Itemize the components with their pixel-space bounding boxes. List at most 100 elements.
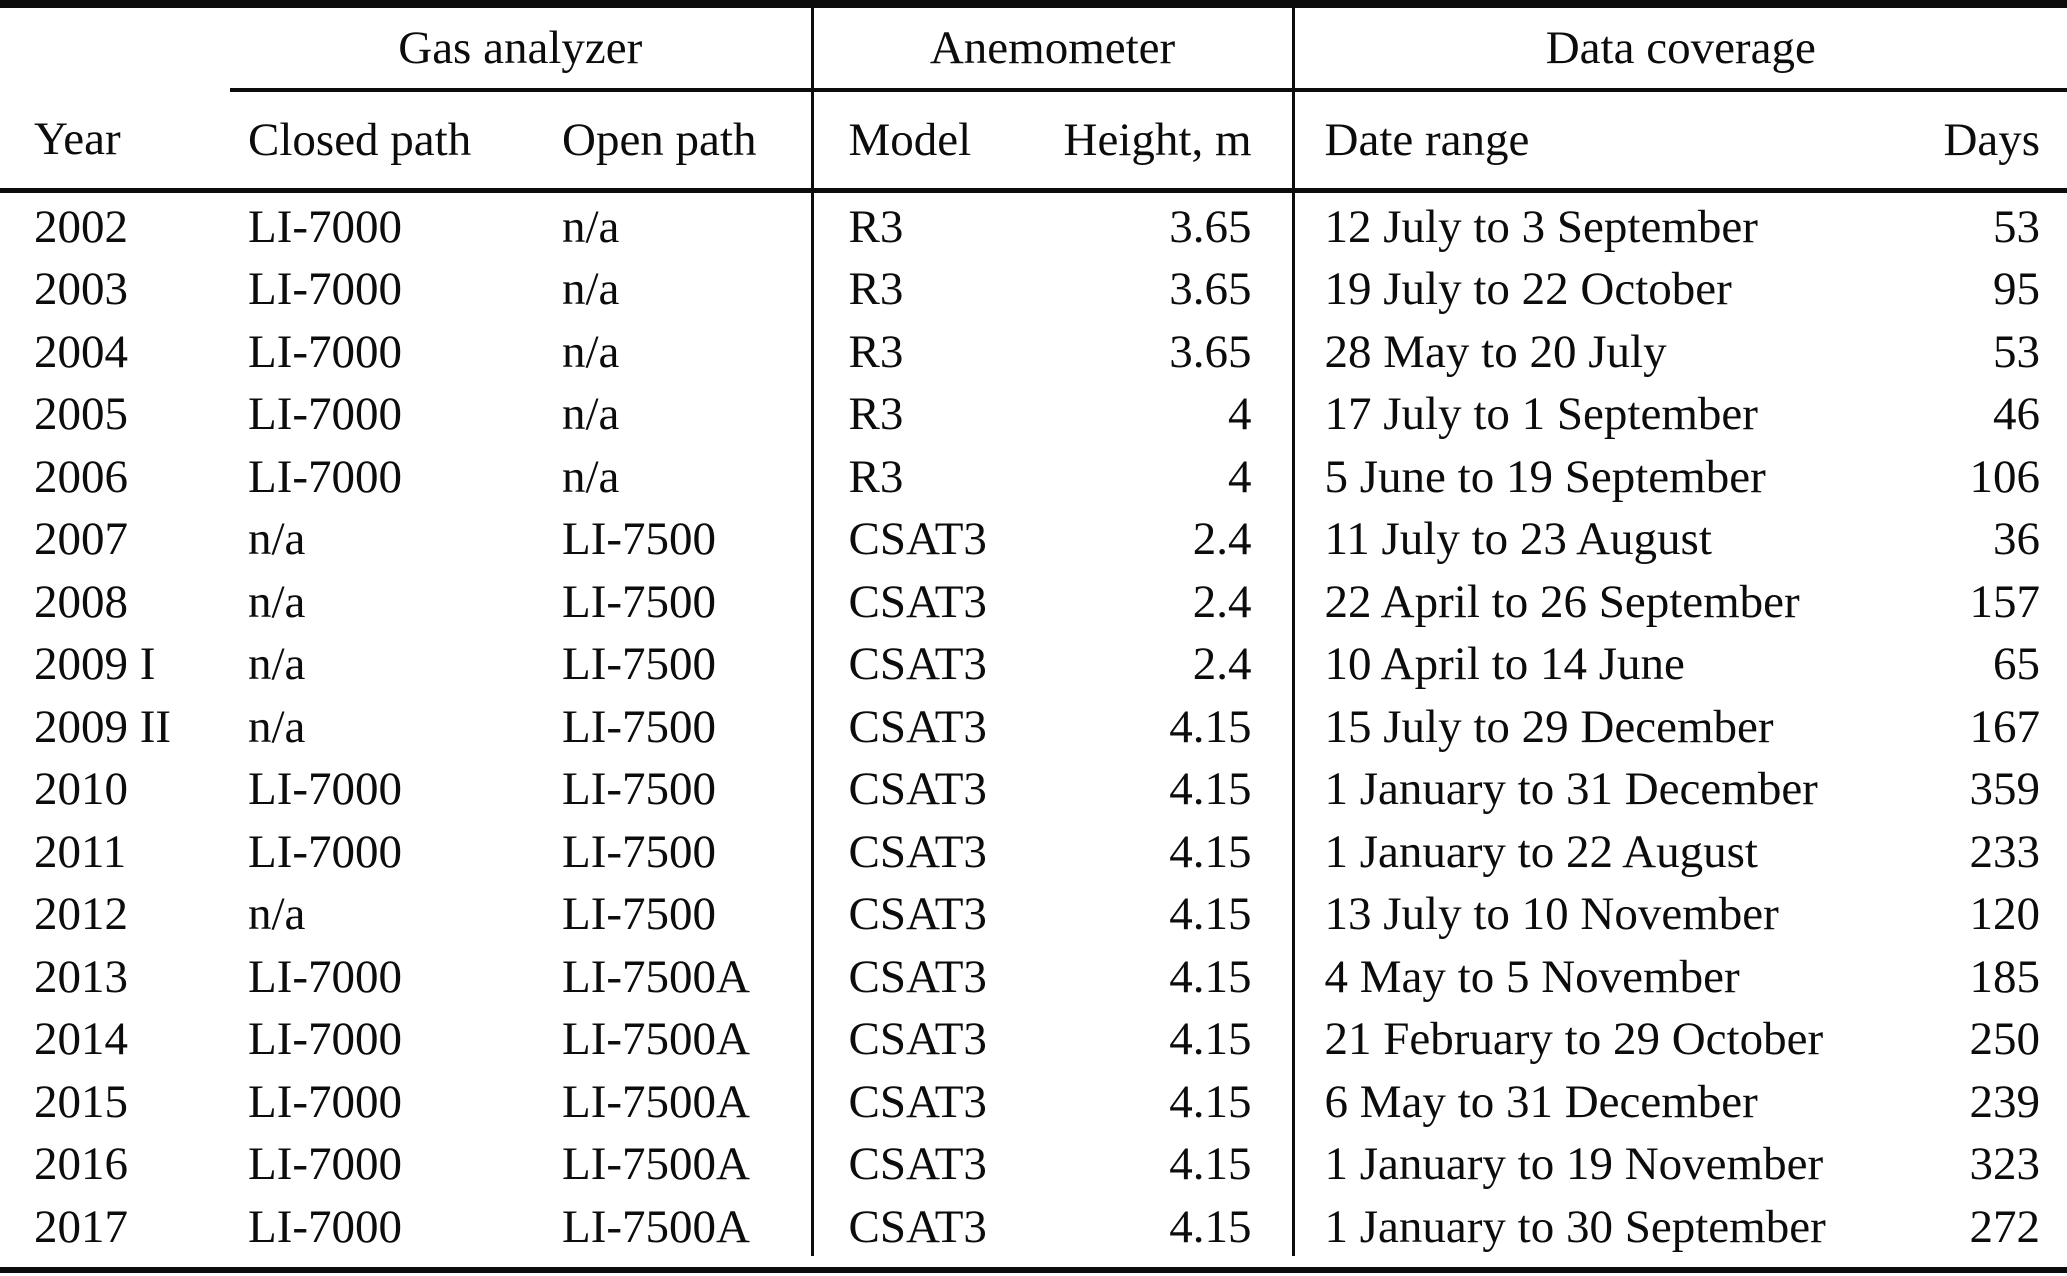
table-row: 2012 n/a LI-7500 CSAT3 4.15 13 July to 10 Nov… bbox=[0, 880, 2067, 943]
cell-closed-path: n/a bbox=[248, 638, 306, 691]
cell-model: CSAT3 bbox=[810, 1130, 1050, 1193]
cell-days: 46 bbox=[1993, 388, 2041, 441]
cell-height: 2.4 bbox=[1192, 638, 1252, 691]
cell-closed-path: LI-7000 bbox=[248, 450, 403, 503]
table-row: 2005 LI-7000 n/a R3 4 17 July to 1 September 4… bbox=[0, 380, 2067, 443]
table-row: 2007 n/a LI-7500 CSAT3 2.4 11 July to 23 Augu… bbox=[0, 505, 2067, 568]
cell-days: 185 bbox=[1969, 950, 2041, 1003]
column-header-closed-path: Closed path bbox=[230, 90, 542, 193]
cell-model: CSAT3 bbox=[810, 880, 1050, 943]
cell-model: CSAT3 bbox=[810, 505, 1050, 568]
table-row: 2017 LI-7000 LI-7500A CSAT3 4.15 1 January to… bbox=[0, 1193, 2067, 1256]
table-row: 2016 LI-7000 LI-7500A CSAT3 4.15 1 January to… bbox=[0, 1130, 2067, 1193]
cell-open-path: LI-7500 bbox=[562, 575, 717, 628]
cell-date-range: 28 May to 20 July bbox=[1291, 318, 1854, 381]
cell-height: 4.15 bbox=[1169, 950, 1252, 1003]
table-row: 2011 LI-7000 LI-7500 CSAT3 4.15 1 January to … bbox=[0, 818, 2067, 881]
cell-date-range: 22 April to 26 September bbox=[1291, 568, 1854, 631]
cell-date-range: 10 April to 14 June bbox=[1291, 630, 1854, 693]
table-row: 2009 II n/a LI-7500 CSAT3 4.15 15 July to 29 … bbox=[0, 693, 2067, 756]
cell-year: 2008 bbox=[34, 575, 128, 628]
cell-year: 2006 bbox=[34, 450, 128, 503]
cell-open-path: LI-7500A bbox=[562, 1075, 750, 1128]
cell-open-path: LI-7500A bbox=[562, 1013, 750, 1066]
cell-model: CSAT3 bbox=[810, 1005, 1050, 1068]
cell-year: 2012 bbox=[34, 888, 128, 941]
cell-date-range: 1 January to 31 December bbox=[1291, 755, 1854, 818]
cell-model: CSAT3 bbox=[810, 568, 1050, 631]
cell-height: 3.65 bbox=[1169, 325, 1252, 378]
column-header-year: Year bbox=[0, 90, 230, 193]
cell-height: 4.15 bbox=[1169, 1138, 1252, 1191]
cell-closed-path: LI-7000 bbox=[248, 1075, 403, 1128]
cell-days: 250 bbox=[1969, 1013, 2041, 1066]
cell-open-path: LI-7500A bbox=[562, 950, 750, 1003]
cell-closed-path: LI-7000 bbox=[248, 1200, 403, 1253]
cell-model: CSAT3 bbox=[810, 1068, 1050, 1131]
cell-days: 95 bbox=[1993, 263, 2041, 316]
cell-date-range: 12 July to 3 September bbox=[1291, 190, 1854, 256]
cell-date-range: 5 June to 19 September bbox=[1291, 443, 1854, 506]
cell-date-range: 1 January to 22 August bbox=[1291, 818, 1854, 881]
cell-days: 65 bbox=[1993, 638, 2041, 691]
cell-open-path: n/a bbox=[562, 450, 620, 503]
table-row: 2014 LI-7000 LI-7500A CSAT3 4.15 21 February … bbox=[0, 1005, 2067, 1068]
cell-model: CSAT3 bbox=[810, 630, 1050, 693]
cell-model: R3 bbox=[810, 443, 1050, 506]
cell-year: 2013 bbox=[34, 950, 128, 1003]
cell-model: R3 bbox=[810, 318, 1050, 381]
cell-model: CSAT3 bbox=[810, 693, 1050, 756]
cell-closed-path: n/a bbox=[248, 888, 306, 941]
instrument-table: Gas analyzer Anemometer Data coverage Ye… bbox=[0, 8, 2067, 1256]
cell-open-path: LI-7500 bbox=[562, 700, 717, 753]
cell-year: 2007 bbox=[34, 513, 128, 566]
cell-year: 2010 bbox=[34, 763, 128, 816]
cell-closed-path: LI-7000 bbox=[248, 200, 403, 253]
bottom-rule bbox=[0, 1267, 2067, 1273]
column-header-open-path: Open path bbox=[542, 90, 812, 193]
group-header-anemometer: Anemometer bbox=[810, 8, 1294, 92]
cell-open-path: LI-7500A bbox=[562, 1200, 750, 1253]
cell-height: 2.4 bbox=[1192, 513, 1252, 566]
table-row: 2003 LI-7000 n/a R3 3.65 19 July to 22 Octobe… bbox=[0, 255, 2067, 318]
cell-height: 4 bbox=[1228, 450, 1252, 503]
cell-open-path: LI-7500 bbox=[562, 763, 717, 816]
column-header-row: Year Closed path Open path Model Height,… bbox=[0, 90, 2067, 193]
top-rule bbox=[0, 0, 2067, 8]
table-row: 2008 n/a LI-7500 CSAT3 2.4 22 April to 26 Sep… bbox=[0, 568, 2067, 631]
cell-days: 120 bbox=[1969, 888, 2041, 941]
cell-year: 2005 bbox=[34, 388, 128, 441]
cell-closed-path: LI-7000 bbox=[248, 825, 403, 878]
cell-open-path: n/a bbox=[562, 263, 620, 316]
cell-date-range: 1 January to 19 November bbox=[1291, 1130, 1854, 1193]
group-header-row: Gas analyzer Anemometer Data coverage bbox=[0, 8, 2067, 92]
column-header-model: Model bbox=[810, 90, 1050, 193]
cell-year: 2011 bbox=[34, 825, 127, 878]
cell-year: 2009 II bbox=[34, 700, 172, 753]
cell-year: 2009 I bbox=[34, 638, 156, 691]
cell-year: 2015 bbox=[34, 1075, 128, 1128]
table-row: 2010 LI-7000 LI-7500 CSAT3 4.15 1 January to … bbox=[0, 755, 2067, 818]
cell-closed-path: LI-7000 bbox=[248, 950, 403, 1003]
cell-days: 239 bbox=[1969, 1075, 2041, 1128]
group-header-gas-analyzer: Gas analyzer bbox=[230, 8, 812, 92]
cell-closed-path: n/a bbox=[248, 575, 306, 628]
cell-closed-path: LI-7000 bbox=[248, 388, 403, 441]
cell-date-range: 13 July to 10 November bbox=[1291, 880, 1854, 943]
table-row: 2009 I n/a LI-7500 CSAT3 2.4 10 April to 14 J… bbox=[0, 630, 2067, 693]
cell-height: 4.15 bbox=[1169, 1013, 1252, 1066]
cell-model: CSAT3 bbox=[810, 1193, 1050, 1256]
cell-open-path: LI-7500 bbox=[562, 513, 717, 566]
cell-year: 2014 bbox=[34, 1013, 128, 1066]
cell-height: 3.65 bbox=[1169, 263, 1252, 316]
cell-year: 2003 bbox=[34, 263, 128, 316]
cell-model: R3 bbox=[810, 190, 1050, 256]
cell-days: 157 bbox=[1969, 575, 2041, 628]
cell-year: 2004 bbox=[34, 325, 128, 378]
cell-open-path: n/a bbox=[562, 200, 620, 253]
cell-closed-path: LI-7000 bbox=[248, 763, 403, 816]
cell-date-range: 17 July to 1 September bbox=[1291, 380, 1854, 443]
cell-open-path: n/a bbox=[562, 388, 620, 441]
cell-days: 106 bbox=[1969, 450, 2041, 503]
cell-closed-path: LI-7000 bbox=[248, 1013, 403, 1066]
